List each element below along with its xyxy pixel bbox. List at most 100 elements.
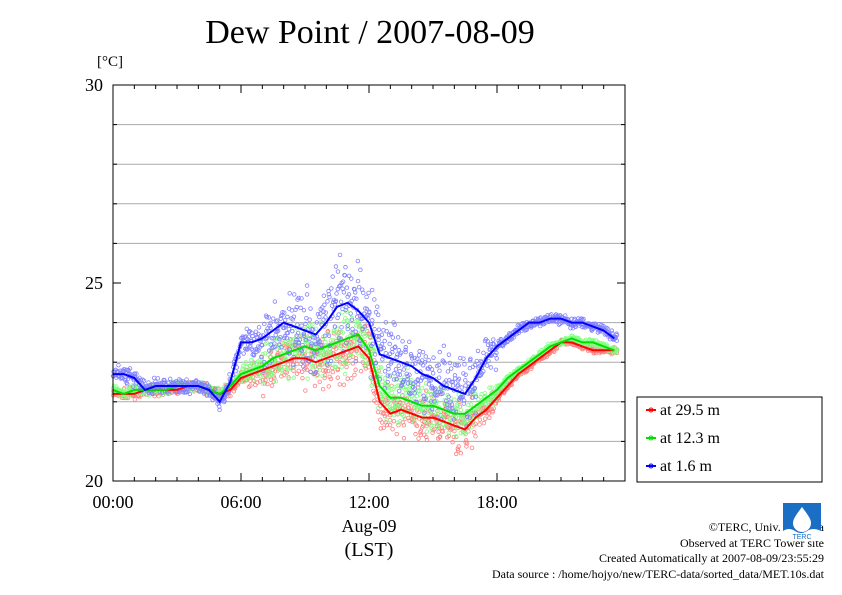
scatter-point: [431, 393, 436, 398]
scatter-point: [370, 318, 375, 323]
scatter-point: [343, 307, 348, 313]
scatter-point: [308, 306, 313, 311]
scatter-point: [320, 362, 325, 367]
scatter-point: [323, 315, 328, 320]
scatter-point: [413, 431, 418, 437]
scatter-point: [274, 319, 279, 324]
scatter-point: [345, 326, 350, 332]
scatter-point: [416, 436, 421, 441]
scatter-point: [327, 374, 332, 380]
scatter-point: [312, 383, 318, 389]
scatter-point: [299, 323, 304, 328]
scatter-point: [420, 349, 426, 355]
scatter-point: [463, 383, 468, 388]
scatter-point: [290, 328, 295, 334]
legend-marker: [648, 463, 654, 469]
scatter-point: [321, 309, 326, 314]
scatter-point: [272, 341, 277, 346]
scatter-point: [447, 406, 453, 411]
chart-title: Dew Point / 2007-08-09: [205, 14, 535, 51]
scatter-point: [415, 382, 421, 387]
scatter-point: [333, 264, 339, 269]
scatter-point: [118, 376, 123, 381]
scatter-point: [273, 332, 278, 338]
scatter-point: [240, 366, 245, 371]
scatter-point: [326, 384, 331, 389]
scatter-point: [614, 332, 620, 338]
scatter-point: [412, 355, 417, 361]
scatter-point: [452, 397, 457, 402]
scatter-point: [440, 422, 446, 427]
scatter-point: [453, 434, 459, 439]
scatter-point: [487, 415, 492, 420]
scatter-point: [227, 372, 232, 377]
scatter-point: [417, 392, 423, 397]
scatter-point: [293, 350, 298, 356]
scatter-point: [187, 391, 193, 397]
scatter-point: [365, 333, 371, 338]
scatter-point: [373, 310, 379, 315]
scatter-point: [422, 396, 427, 401]
scatter-point: [406, 405, 411, 410]
scatter-point: [446, 352, 452, 357]
scatter-point: [461, 356, 466, 361]
scatter-point: [320, 386, 326, 392]
scatter-point: [317, 379, 323, 385]
scatter-point: [423, 381, 429, 386]
scatter-point: [267, 368, 272, 373]
scatter-point: [452, 373, 458, 378]
scatter-point: [392, 345, 397, 350]
scatter-point: [511, 335, 516, 340]
scatter-point: [291, 314, 297, 319]
scatter-point: [442, 361, 447, 366]
scatter-point: [155, 376, 161, 381]
scatter-point: [424, 429, 430, 434]
scatter-point: [391, 320, 396, 325]
scatter-point: [330, 274, 335, 279]
scatter-point: [377, 365, 382, 370]
scatter-point: [323, 310, 328, 315]
scatter-point: [381, 345, 386, 351]
scatter-point: [498, 336, 504, 342]
series-line: [113, 301, 615, 404]
scatter-point: [467, 415, 473, 420]
scatter-point: [464, 441, 470, 446]
scatter-point: [130, 384, 136, 389]
scatter-point: [428, 423, 434, 428]
scatter-point: [369, 287, 375, 293]
scatter-point: [353, 356, 359, 361]
scatter-point: [279, 345, 285, 351]
scatter-point: [307, 336, 312, 342]
scatter-point: [463, 431, 468, 437]
scatter-point: [279, 367, 284, 372]
scatter-point: [150, 391, 155, 397]
scatter-point: [387, 374, 393, 379]
scatter-point: [262, 321, 267, 327]
scatter-point: [275, 328, 281, 334]
scatter-point: [162, 378, 167, 383]
scatter-point: [295, 330, 301, 336]
scatter-point: [398, 419, 403, 424]
scatter-point: [409, 356, 415, 361]
scatter-point: [384, 422, 390, 428]
scatter-point: [469, 425, 474, 430]
scatter-point: [441, 343, 447, 349]
scatter-point: [429, 406, 435, 412]
scatter-point: [408, 391, 413, 397]
scatter-point: [417, 389, 422, 394]
scatter-point: [469, 445, 475, 450]
scatter-point: [425, 389, 430, 394]
scatter-point: [456, 376, 462, 382]
scatter-point: [437, 434, 443, 439]
scatter-point: [329, 338, 334, 343]
scatter-point: [378, 372, 383, 378]
scatter-point: [602, 332, 608, 337]
scatter-point: [301, 364, 306, 369]
scatter-point: [494, 350, 499, 356]
scatter-point: [568, 326, 573, 331]
scatter-point: [327, 294, 332, 300]
scatter-point: [447, 360, 453, 366]
scatter-point: [368, 375, 373, 380]
scatter-point: [364, 294, 369, 300]
scatter-point: [303, 321, 308, 327]
